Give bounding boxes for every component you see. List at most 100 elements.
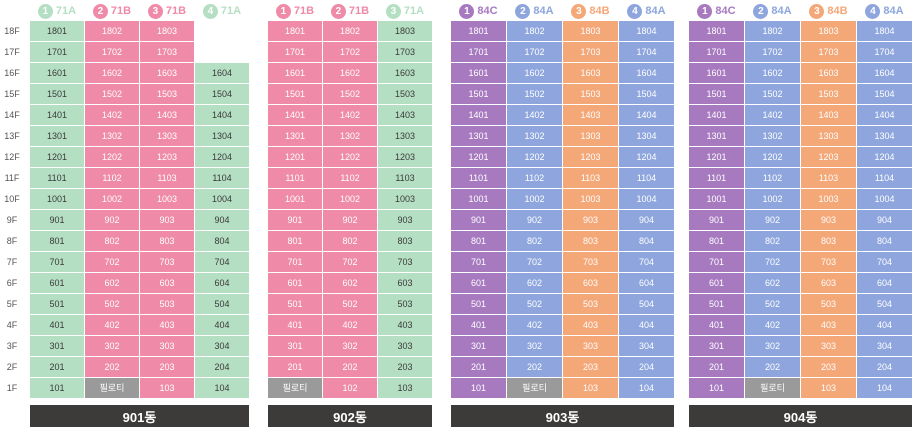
unit-cell: 101 [689, 378, 744, 398]
unit-type-label: 71A [55, 5, 77, 17]
unit-cell: 1702 [85, 42, 139, 62]
unit-cell: 1603 [563, 63, 618, 83]
unit-cell: 204 [619, 357, 674, 377]
unit-cell: 1501 [30, 84, 84, 104]
unit-cell: 1602 [507, 63, 562, 83]
unit-cell: 1102 [85, 168, 139, 188]
unit-cell: 404 [857, 315, 912, 335]
unit-cell: 203 [801, 357, 856, 377]
unit-cell: 1002 [323, 189, 377, 209]
pilotis-cell: 필로티 [268, 378, 322, 398]
unit-cell: 803 [801, 231, 856, 251]
line-number-badge: 1 [697, 3, 713, 19]
unit-cell: 604 [619, 273, 674, 293]
unit-cell: 1802 [85, 21, 139, 41]
unit-cell: 1302 [507, 126, 562, 146]
unit-cell: 202 [85, 357, 139, 377]
unit-cell: 702 [507, 252, 562, 272]
unit-cell: 1103 [140, 168, 194, 188]
unit-cell: 801 [30, 231, 84, 251]
unit-cell: 201 [30, 357, 84, 377]
unit-type-header: 3 84B [563, 0, 618, 22]
unit-cell: 404 [619, 315, 674, 335]
unit-cell: 1104 [619, 168, 674, 188]
pilotis-cell: 필로티 [745, 378, 800, 398]
unit-cell: 101 [451, 378, 506, 398]
unit-cell: 1502 [323, 84, 377, 104]
unit-cell: 603 [801, 273, 856, 293]
unit-cell: 1003 [563, 189, 618, 209]
line-number-badge: 4 [627, 3, 643, 19]
unit-cell: 1601 [30, 63, 84, 83]
unit-cell: 701 [268, 252, 322, 272]
floor-label: 7F [6, 257, 18, 267]
unit-cell: 802 [507, 231, 562, 251]
unit-cell: 1401 [451, 105, 506, 125]
unit-cell: 1203 [801, 147, 856, 167]
unit-cell: 801 [268, 231, 322, 251]
unit-cell: 803 [563, 231, 618, 251]
unit-cell: 1303 [378, 126, 432, 146]
unit-cell: 1802 [507, 21, 562, 41]
unit-cell: 804 [857, 231, 912, 251]
unit-type-label: 71A [403, 5, 425, 17]
floor-label: 1F [6, 383, 18, 393]
unit-cell: 803 [378, 231, 432, 251]
unit-cell: 1401 [268, 105, 322, 125]
unit-cell: 902 [323, 210, 377, 230]
unit-cell: 901 [30, 210, 84, 230]
unit-cell: 901 [689, 210, 744, 230]
unit-type-label: 84A [883, 5, 904, 17]
unit-cell: 1404 [619, 105, 674, 125]
unit-cell: 503 [563, 294, 618, 314]
unit-cell: 504 [857, 294, 912, 314]
floor-label: 13F [4, 131, 20, 141]
unit-cell: 1301 [268, 126, 322, 146]
unit-type-label: 84A [771, 5, 792, 17]
unit-cell: 504 [195, 294, 249, 314]
unit-cell: 1102 [745, 168, 800, 188]
unit-cell: 1803 [563, 21, 618, 41]
unit-cell: 1701 [30, 42, 84, 62]
line-number-badge: 4 [865, 3, 881, 19]
unit-cell: 1601 [451, 63, 506, 83]
floor-label: 3F [6, 341, 18, 351]
unit-cell: 1701 [451, 42, 506, 62]
unit-cell: 201 [689, 357, 744, 377]
unit-type-header: 3 84B [801, 0, 856, 22]
unit-cell: 1701 [689, 42, 744, 62]
unit-cell: 1602 [745, 63, 800, 83]
unit-type-header: 2 84A [507, 0, 562, 22]
unit-cell: 202 [507, 357, 562, 377]
floor-label: 5F [6, 299, 18, 309]
unit-cell: 1604 [619, 63, 674, 83]
unit-cell: 602 [507, 273, 562, 293]
unit-cell: 104 [195, 378, 249, 398]
unit-cell: 602 [745, 273, 800, 293]
unit-cell: 1403 [378, 105, 432, 125]
line-number-badge: 3 [571, 3, 587, 19]
unit-cell: 1201 [451, 147, 506, 167]
unit-cell: 1403 [801, 105, 856, 125]
unit-cell: 1201 [30, 147, 84, 167]
unit-cell: 1302 [85, 126, 139, 146]
unit-cell: 1503 [378, 84, 432, 104]
unit-cell: 904 [619, 210, 674, 230]
line-number-badge: 3 [147, 3, 163, 19]
line-number-badge: 2 [515, 3, 531, 19]
unit-type-header: 3 71B [140, 0, 194, 22]
unit-type-header: 2 71B [85, 0, 139, 22]
unit-cell: 1601 [689, 63, 744, 83]
unit-cell: 103 [801, 378, 856, 398]
unit-cell: 1502 [745, 84, 800, 104]
floor-label: 14F [4, 110, 20, 120]
unit-cell: 1102 [323, 168, 377, 188]
unit-cell: 1603 [378, 63, 432, 83]
line-number-badge: 1 [37, 3, 53, 19]
unit-type-label: 71B [165, 5, 187, 17]
unit-cell: 704 [857, 252, 912, 272]
unit-cell: 202 [745, 357, 800, 377]
unit-cell: 1004 [857, 189, 912, 209]
line-number-badge: 3 [809, 3, 825, 19]
unit-cell: 1801 [451, 21, 506, 41]
